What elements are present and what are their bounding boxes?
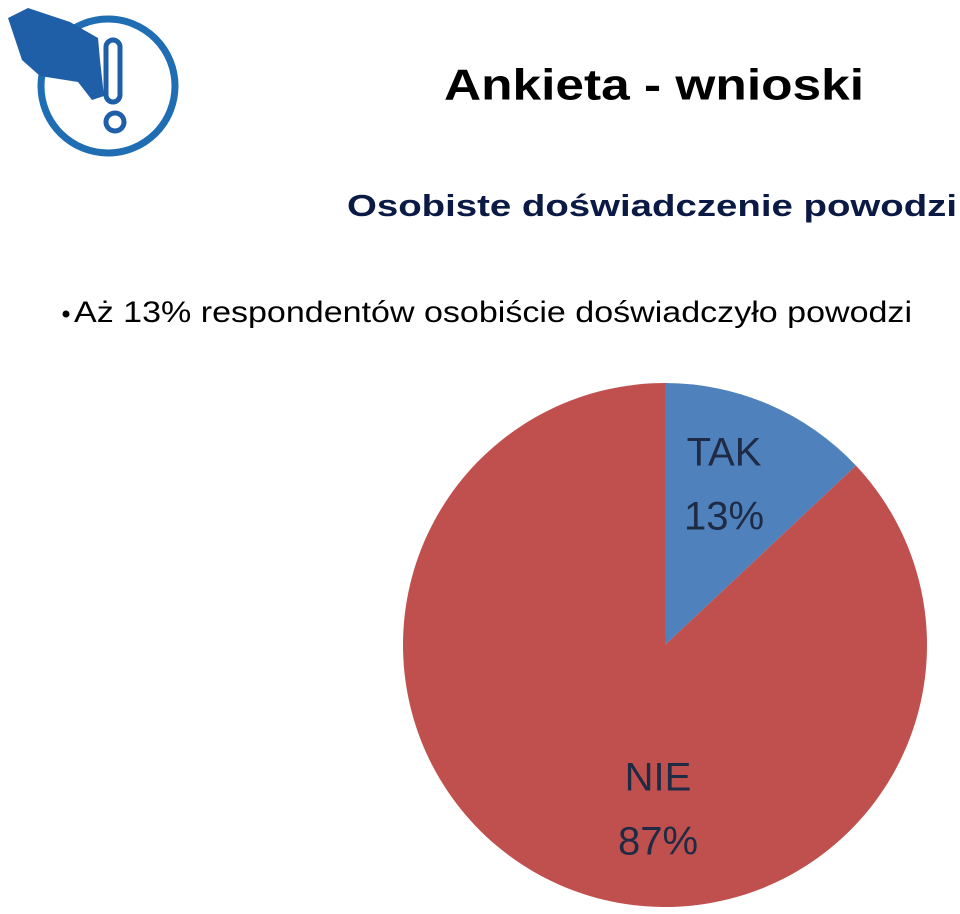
- warning-icon: [8, 8, 179, 157]
- slide-title: Ankieta - wnioski: [444, 61, 864, 110]
- slice-category-label: NIE: [625, 756, 692, 800]
- bullet-dot: [62, 310, 70, 318]
- slice-value-label: 87%: [618, 820, 698, 864]
- slice-category-label: TAK: [687, 431, 762, 475]
- slice-value-label: 13%: [684, 495, 764, 539]
- pie-slice: [403, 383, 928, 907]
- pie-chart: TAK 13% NIE 87%: [403, 383, 928, 907]
- slide-subtitle: Osobiste doświadczenie powodzi: [347, 188, 957, 223]
- pie-slice: [665, 383, 856, 645]
- bullet-text: Aż 13% respondentów osobiście doświadczy…: [74, 296, 912, 329]
